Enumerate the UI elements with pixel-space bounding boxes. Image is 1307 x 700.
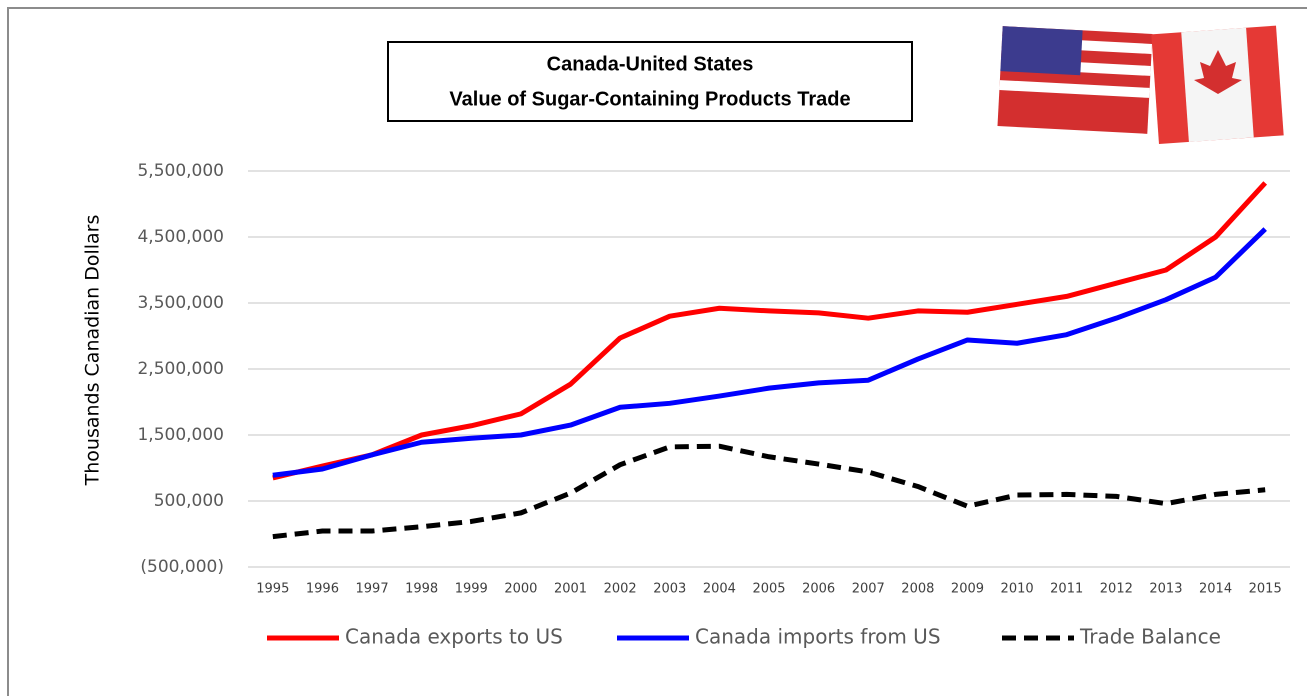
x-tick-label: 2007 [852, 582, 885, 597]
chart: Canada-United States Value of Sugar-Cont… [0, 0, 1307, 696]
x-tick-label: 2015 [1249, 582, 1282, 597]
y-tick-label: 1,500,000 [137, 425, 224, 445]
y-tick-label: 5,500,000 [137, 161, 224, 181]
x-tick-label: 2005 [752, 582, 785, 597]
x-tick-label: 1999 [455, 582, 488, 597]
chart-title: Value of Sugar-Containing Products Trade [449, 88, 850, 110]
x-tick-label: 2000 [504, 582, 537, 597]
x-tick-label: 2003 [653, 582, 686, 597]
x-tick-label: 1995 [256, 582, 289, 597]
x-tick-label: 2013 [1149, 582, 1182, 597]
x-tick-label: 2012 [1100, 582, 1133, 597]
y-axis-title: Thousands Canadian Dollars [82, 215, 104, 487]
legend-label: Trade Balance [1079, 625, 1221, 649]
y-tick-label: 2,500,000 [137, 359, 224, 379]
x-tick-label: 1998 [405, 582, 438, 597]
x-tick-label: 2002 [604, 582, 637, 597]
x-tick-label: 2008 [901, 582, 934, 597]
x-tick-label: 2001 [554, 582, 587, 597]
x-tick-label: 1997 [356, 582, 389, 597]
x-tick-label: 2009 [951, 582, 984, 597]
legend-label: Canada exports to US [345, 625, 563, 649]
legend-label: Canada imports from US [695, 625, 941, 649]
y-tick-label: 500,000 [154, 491, 224, 511]
y-tick-label: (500,000) [140, 557, 224, 577]
x-tick-label: 2004 [703, 582, 736, 597]
page: {"chart_data": {"type": "line", "title":… [0, 0, 1307, 700]
chart-title: Canada-United States [547, 53, 754, 75]
x-tick-label: 2014 [1199, 582, 1232, 597]
flag-puzzle-icon [997, 26, 1283, 144]
x-tick-label: 1996 [306, 582, 339, 597]
x-tick-label: 2010 [1001, 582, 1034, 597]
x-tick-label: 2011 [1050, 582, 1083, 597]
y-tick-label: 4,500,000 [137, 227, 224, 247]
y-tick-label: 3,500,000 [137, 293, 224, 313]
x-tick-label: 2006 [802, 582, 835, 597]
